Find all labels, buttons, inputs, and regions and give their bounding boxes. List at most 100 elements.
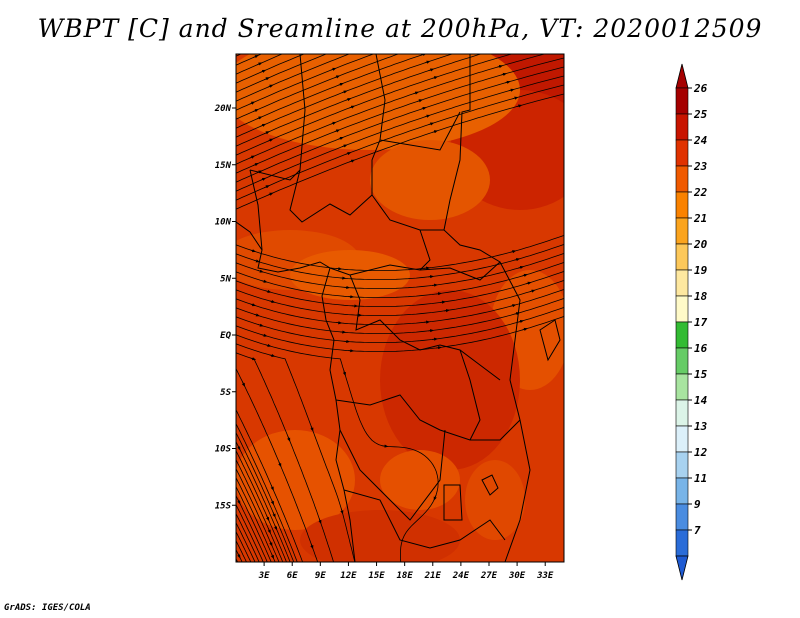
streamline [206, 574, 218, 595]
streamline [206, 529, 240, 593]
streamline-arrow [514, 258, 521, 262]
colorbar-swatch [675, 477, 689, 505]
streamline-arrow [345, 98, 352, 102]
streamline-arrow [267, 528, 271, 534]
streamline [206, 0, 594, 34]
streamline [390, 0, 597, 49]
streamline [236, 54, 375, 111]
streamline-arrow [287, 436, 291, 442]
streamline [516, 28, 597, 49]
streamline-arrow [518, 265, 525, 270]
streamline [236, 288, 564, 325]
colorbar-swatch [675, 87, 689, 115]
streamline-arrow [256, 62, 263, 66]
streamline [206, 0, 594, 7]
lat-label: EQ [220, 331, 231, 341]
streamline-arrow [254, 313, 260, 317]
colorbar-swatch [675, 295, 689, 323]
streamline-arrow [510, 250, 517, 254]
colorbar-label: 19 [694, 264, 708, 277]
streamline [206, 556, 227, 595]
streamline-arrow [264, 131, 270, 135]
streamline-arrow [267, 138, 274, 142]
streamline-arrow [257, 323, 264, 327]
lat-label: 20N [214, 104, 232, 114]
streamline-arrow [340, 508, 344, 515]
streamline [362, 0, 595, 49]
streamline [206, 601, 208, 605]
streamline [236, 458, 284, 562]
streamline-arrow [237, 498, 241, 505]
streamline [236, 75, 564, 192]
country-borders [236, 54, 561, 562]
streamline [488, 20, 596, 49]
streamline [236, 234, 564, 271]
streamline [236, 440, 291, 562]
streamline-arrow [250, 303, 257, 307]
streamline [558, 40, 597, 49]
lon-label: 24E [452, 571, 470, 581]
streamline [236, 494, 268, 562]
streamline-arrow [264, 185, 270, 189]
streamline [236, 503, 264, 562]
streamline-arrow [266, 515, 270, 522]
colorbar-swatch [675, 373, 689, 401]
streamline [292, 0, 596, 49]
streamline [236, 315, 564, 352]
streamline-arrow [253, 55, 259, 59]
streamline-arrow [267, 192, 274, 196]
streamline [206, 583, 212, 594]
colorbar-swatch [675, 529, 689, 557]
colorbar-label: 14 [694, 394, 708, 407]
lon-label: 3E [258, 571, 270, 581]
streamline [530, 32, 596, 49]
colorbar-label: 9 [694, 498, 701, 511]
colorbar-label: 11 [694, 472, 707, 485]
streamline [236, 54, 454, 138]
streamline-arrow [330, 121, 337, 125]
map-title: WBPT [C] and Sreamline at 200hPa, VT: 20… [37, 14, 763, 43]
colorbar-label: 23 [693, 160, 708, 173]
colorbar-label: 12 [694, 446, 708, 459]
colorbar: 26 25 24 23 22 21 20 19 18 17 16 15 14 13 12 11 9 7 [675, 63, 708, 581]
wbpt-patch-warm-s [300, 510, 460, 562]
streamline [206, 538, 236, 595]
streamline [236, 54, 426, 129]
lon-label: 18E [397, 571, 414, 581]
colorbar-swatch [675, 347, 689, 375]
streamline-arrow [417, 99, 423, 103]
streamline [502, 25, 595, 49]
streamline-arrow [318, 518, 322, 525]
streamline [418, 0, 595, 49]
streamline [206, 0, 594, 43]
streamline [348, 0, 596, 49]
streamline-arrow [508, 88, 515, 92]
streamline [236, 54, 305, 84]
lon-label: 6E [287, 571, 298, 581]
streamline-arrow [424, 114, 431, 118]
streamline [544, 37, 595, 50]
streamline-arrow [253, 163, 259, 167]
streamline-arrow [237, 552, 241, 559]
streamline-arrow [439, 300, 446, 304]
streamline-arrow [265, 343, 272, 347]
streamline-arrow [512, 96, 519, 100]
colorbar-swatch [675, 113, 689, 141]
latitude-labels: 20N 15N 10N 5N EQ 5S 10S 15S [214, 104, 232, 511]
streamline-arrow [241, 381, 246, 388]
streamline-arrow [428, 122, 435, 126]
streamline-arrow [501, 72, 507, 76]
streamline-arrow [529, 289, 536, 293]
streamline [236, 512, 260, 562]
streamline [236, 334, 439, 562]
streamline [236, 409, 304, 562]
streamline-arrow [342, 370, 346, 377]
streamline-arrow [237, 444, 241, 451]
streamline-arrow [278, 461, 282, 468]
streamline [236, 343, 356, 562]
colorbar-top-arrow [675, 63, 689, 89]
streamline-arrow [257, 269, 264, 273]
streamline-arrow [267, 84, 274, 88]
streamline-arrow [424, 60, 431, 64]
streamline-arrow [516, 104, 523, 108]
